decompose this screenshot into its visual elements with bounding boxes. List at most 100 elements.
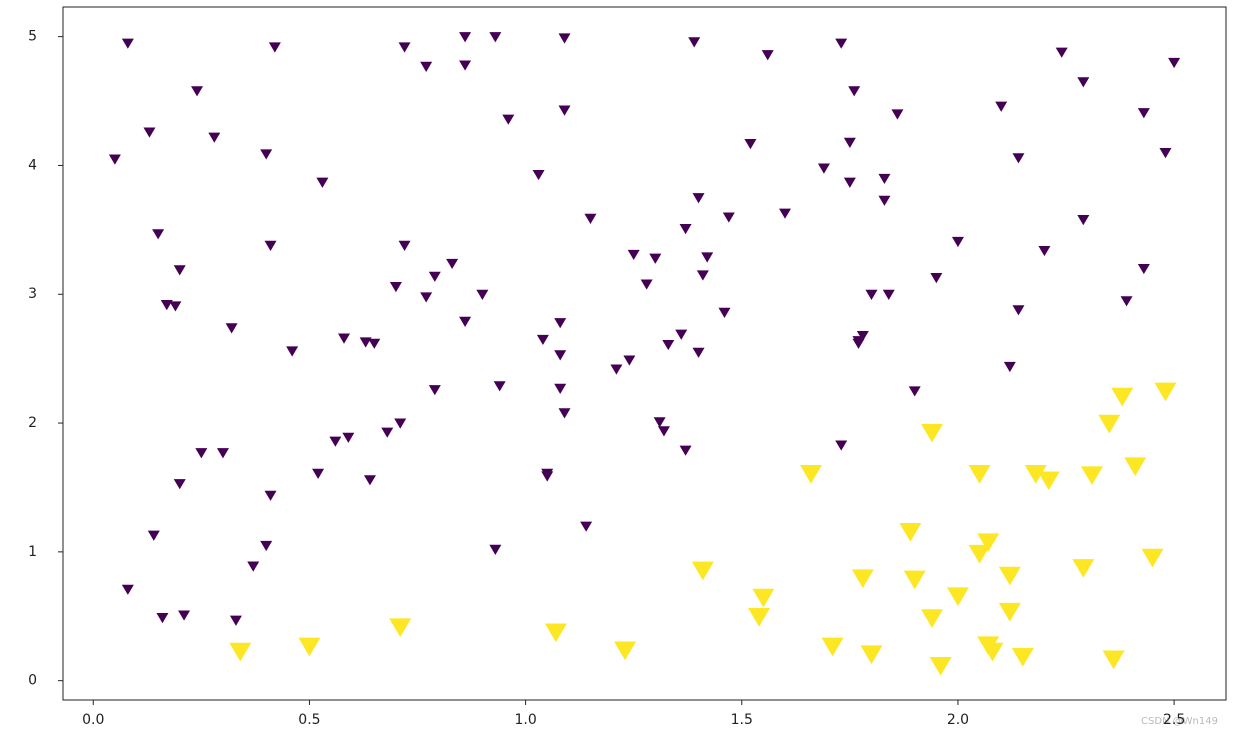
point [459, 32, 472, 43]
point [679, 224, 692, 235]
point [1137, 263, 1150, 275]
point [1120, 296, 1133, 307]
point [860, 645, 883, 665]
point [779, 208, 792, 219]
point [614, 641, 637, 661]
point [1102, 650, 1125, 670]
point [921, 423, 944, 443]
point [998, 602, 1021, 622]
point [946, 587, 969, 607]
point [1012, 153, 1025, 164]
point [312, 468, 325, 479]
point [1141, 548, 1164, 568]
point [692, 347, 705, 358]
point [489, 32, 502, 43]
point [428, 385, 441, 396]
point [856, 330, 869, 342]
point [977, 533, 1000, 553]
point [459, 60, 472, 71]
point [679, 445, 692, 456]
point [623, 355, 636, 366]
point [381, 427, 394, 438]
point [722, 212, 735, 223]
point [899, 523, 922, 542]
point [701, 252, 714, 263]
point [359, 337, 372, 348]
y-tick-label: 0 [28, 673, 37, 689]
point [536, 334, 549, 346]
point [554, 383, 567, 394]
x-tick-label: 0.5 [298, 712, 320, 728]
point [208, 132, 221, 143]
point [882, 289, 895, 300]
point [799, 465, 822, 484]
point [398, 42, 411, 53]
point [748, 608, 771, 627]
point [544, 623, 567, 643]
point [852, 338, 865, 349]
point [558, 33, 571, 44]
point [152, 229, 165, 240]
point [584, 213, 597, 224]
point [891, 109, 904, 120]
point [1154, 382, 1177, 402]
point [817, 163, 830, 174]
point [169, 301, 182, 312]
point [160, 300, 173, 311]
point [1003, 361, 1016, 373]
point [692, 193, 705, 204]
point [216, 448, 229, 459]
point [363, 475, 376, 486]
point [1159, 148, 1172, 159]
point [147, 530, 160, 541]
point [173, 265, 186, 276]
point [878, 195, 891, 206]
point [389, 618, 412, 638]
point [446, 258, 459, 270]
point [1137, 108, 1150, 119]
point [843, 177, 856, 188]
point [580, 521, 593, 532]
point [108, 154, 121, 165]
x-tick-label: 2.5 [1163, 712, 1185, 728]
y-tick-label: 5 [28, 29, 37, 45]
point [696, 270, 709, 281]
point [420, 61, 433, 72]
watermark: CSDN @Wn149 [1141, 716, 1218, 727]
point [368, 338, 381, 349]
point [865, 289, 878, 300]
point [930, 273, 943, 284]
point [929, 656, 952, 676]
point [851, 569, 874, 589]
point [178, 610, 191, 621]
point [878, 173, 891, 185]
point [225, 323, 238, 334]
point [1098, 414, 1121, 434]
point [691, 561, 714, 581]
y-tick-label: 3 [28, 286, 37, 302]
point [835, 38, 848, 49]
point [554, 350, 567, 361]
point [459, 316, 472, 327]
point [761, 50, 774, 61]
y-tick-label: 1 [28, 544, 37, 560]
point [968, 465, 991, 484]
point [1055, 47, 1068, 58]
point [744, 139, 757, 150]
point [229, 642, 252, 662]
point [662, 339, 675, 351]
y-tick-label: 4 [28, 157, 37, 173]
point [121, 38, 134, 49]
point [627, 249, 640, 261]
point [268, 42, 281, 53]
point [264, 490, 277, 501]
point [394, 418, 407, 429]
point [1077, 215, 1090, 226]
point [389, 282, 402, 293]
point [981, 642, 1004, 662]
point [541, 471, 554, 482]
point [649, 253, 662, 264]
point [1011, 647, 1034, 667]
point [316, 177, 329, 188]
point [610, 364, 623, 375]
